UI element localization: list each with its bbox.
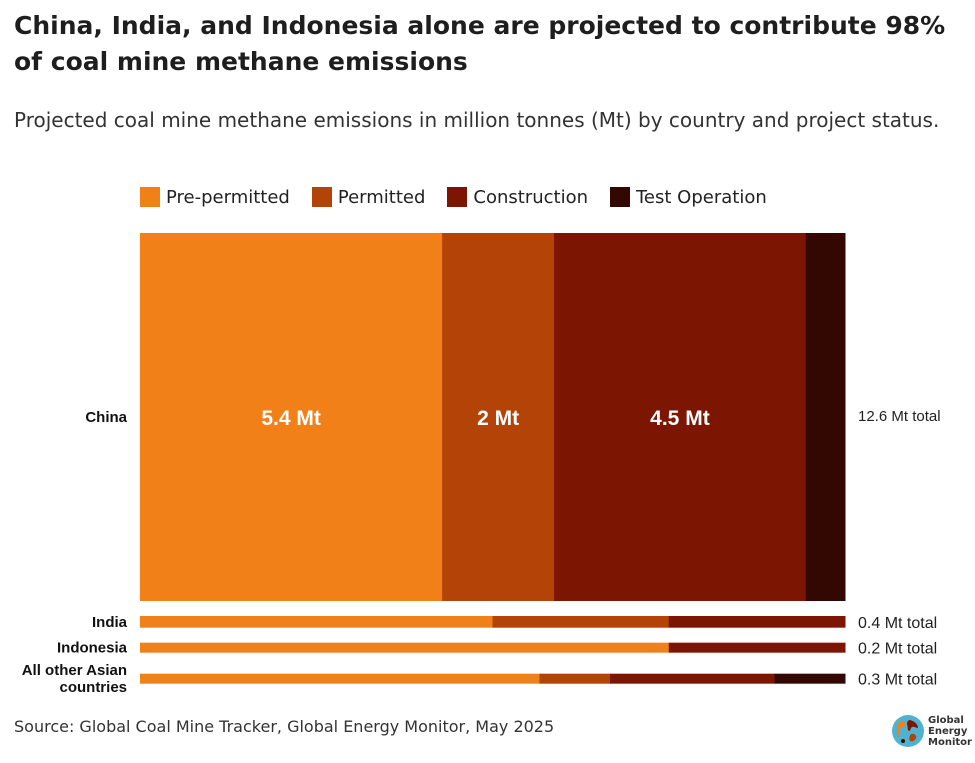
logo-text: Global Energy Monitor <box>928 715 972 748</box>
total-label-india: 0.4 Mt total <box>858 615 937 632</box>
legend-swatch-construction <box>447 187 468 207</box>
legend-item-construction: Construction <box>447 187 588 208</box>
bar-segment-all-other-asian-countries-construction <box>610 673 775 684</box>
bar-segment-india-pre-permitted <box>140 616 493 628</box>
bar-segment-india-permitted <box>492 616 670 628</box>
legend-label-pre-permitted: Pre-permitted <box>166 186 290 208</box>
bar-segment-indonesia-pre-permitted <box>140 642 670 653</box>
legend-swatch-test-operation <box>610 187 630 207</box>
legend-item-permitted: Permitted <box>311 186 426 208</box>
bar-segment-all-other-asian-countries-test-operation <box>774 673 846 684</box>
category-label-indonesia: Indonesia <box>57 640 128 657</box>
gem-logo: Global Energy Monitor <box>891 714 972 748</box>
category-label-all-other-asian-countries-line-1: All other Asian <box>22 662 127 679</box>
bar-segment-india-construction <box>668 616 846 628</box>
category-label-india: India <box>92 614 128 631</box>
legend-item-test-operation: Test Operation <box>610 187 767 208</box>
legend-swatch-pre-permitted <box>140 187 160 207</box>
data-label-china-construction: 4.5 Mt <box>650 407 710 430</box>
legend-item-pre-permitted: Pre-permitted <box>140 187 290 208</box>
total-label-china: 12.6 Mt total <box>858 408 941 425</box>
logo-line-1: Global <box>928 714 964 726</box>
legend: Pre-permitted Permitted Construction Tes… <box>140 183 789 211</box>
bar-segment-china-test-operation <box>805 233 846 601</box>
bar-segment-china-permitted <box>442 233 555 601</box>
globe-icon <box>892 715 924 747</box>
legend-swatch-permitted <box>311 187 332 207</box>
logo-line-2: Energy <box>928 725 968 737</box>
data-label-china-permitted: 2 Mt <box>477 407 519 430</box>
category-label-all-other-asian-countries-line-2: countries <box>59 679 127 696</box>
total-label-all-other-asian-countries: 0.3 Mt total <box>858 672 937 689</box>
bar-segment-all-other-asian-countries-permitted <box>539 673 611 684</box>
legend-label-construction: Construction <box>473 186 588 208</box>
bar-segment-all-other-asian-countries-pre-permitted <box>140 673 540 684</box>
source-note: Source: Global Coal Mine Tracker, Global… <box>14 717 555 736</box>
chart-subtitle: Projected coal mine methane emissions in… <box>14 108 940 132</box>
bar-segment-china-construction <box>554 233 807 601</box>
total-label-indonesia: 0.2 Mt total <box>858 641 937 658</box>
bar-segment-indonesia-construction <box>668 642 846 653</box>
data-label-china-pre-permitted: 5.4 Mt <box>261 407 321 430</box>
legend-label-permitted: Permitted <box>337 186 426 208</box>
chart-title: China, India, and Indonesia alone are pr… <box>14 11 946 76</box>
legend-label-test-operation: Test Operation <box>636 186 767 208</box>
logo-line-3: Monitor <box>928 736 972 748</box>
category-label-china: China <box>85 409 127 426</box>
bar-segment-china-pre-permitted <box>140 233 443 601</box>
mekko-chart: 5.4 Mt 2 Mt 4.5 Mt China 12.6 Mt total India 0… <box>22 233 941 696</box>
